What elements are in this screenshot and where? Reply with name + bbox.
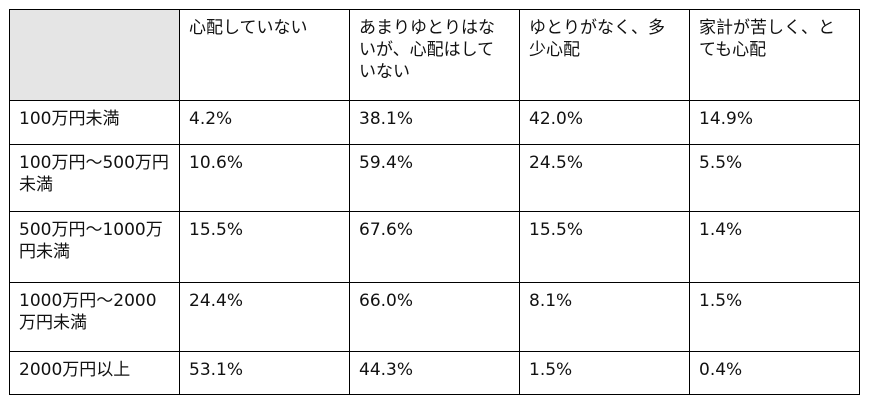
- header-not-much-room-not-worried: あまりゆとりはないが、心配はしていない: [349, 9, 520, 101]
- table-row: 100万円〜500万円未満 10.6% 59.4% 24.5% 5.5%: [9, 144, 860, 212]
- header-no-room-somewhat-worried: ゆとりがなく、多少心配: [519, 9, 690, 101]
- row-label: 100万円〜500万円未満: [9, 144, 180, 212]
- table-cell: 24.5%: [519, 144, 690, 212]
- table-cell: 1.5%: [689, 282, 860, 352]
- table-cell: 8.1%: [519, 282, 690, 352]
- table-cell: 44.3%: [349, 351, 520, 395]
- table-cell: 66.0%: [349, 282, 520, 352]
- header-not-worried: 心配していない: [179, 9, 350, 101]
- row-label: 500万円〜1000万円未満: [9, 211, 180, 283]
- table-cell: 24.4%: [179, 282, 350, 352]
- header-row: 心配していない あまりゆとりはないが、心配はしていない ゆとりがなく、多少心配 …: [9, 9, 860, 101]
- row-label: 2000万円以上: [9, 351, 180, 395]
- table-cell: 53.1%: [179, 351, 350, 395]
- table-cell: 14.9%: [689, 100, 860, 145]
- table-cell: 15.5%: [179, 211, 350, 283]
- table-row: 2000万円以上 53.1% 44.3% 1.5% 0.4%: [9, 351, 860, 395]
- table-cell: 42.0%: [519, 100, 690, 145]
- table-cell: 59.4%: [349, 144, 520, 212]
- table-row: 1000万円〜2000万円未満 24.4% 66.0% 8.1% 1.5%: [9, 282, 860, 352]
- table-cell: 0.4%: [689, 351, 860, 395]
- table-row: 500万円〜1000万円未満 15.5% 67.6% 15.5% 1.4%: [9, 211, 860, 283]
- table-row: 100万円未満 4.2% 38.1% 42.0% 14.9%: [9, 100, 860, 145]
- header-corner-cell: [9, 9, 180, 101]
- table-cell: 5.5%: [689, 144, 860, 212]
- table-cell: 10.6%: [179, 144, 350, 212]
- table-cell: 38.1%: [349, 100, 520, 145]
- header-struggling-very-worried: 家計が苦しく、とても心配: [689, 9, 860, 101]
- table-cell: 67.6%: [349, 211, 520, 283]
- row-label: 1000万円〜2000万円未満: [9, 282, 180, 352]
- household-finance-table: 心配していない あまりゆとりはないが、心配はしていない ゆとりがなく、多少心配 …: [9, 9, 860, 395]
- table-cell: 15.5%: [519, 211, 690, 283]
- table-cell: 1.5%: [519, 351, 690, 395]
- row-label: 100万円未満: [9, 100, 180, 145]
- survey-table-container: 心配していない あまりゆとりはないが、心配はしていない ゆとりがなく、多少心配 …: [9, 9, 860, 395]
- table-cell: 1.4%: [689, 211, 860, 283]
- table-cell: 4.2%: [179, 100, 350, 145]
